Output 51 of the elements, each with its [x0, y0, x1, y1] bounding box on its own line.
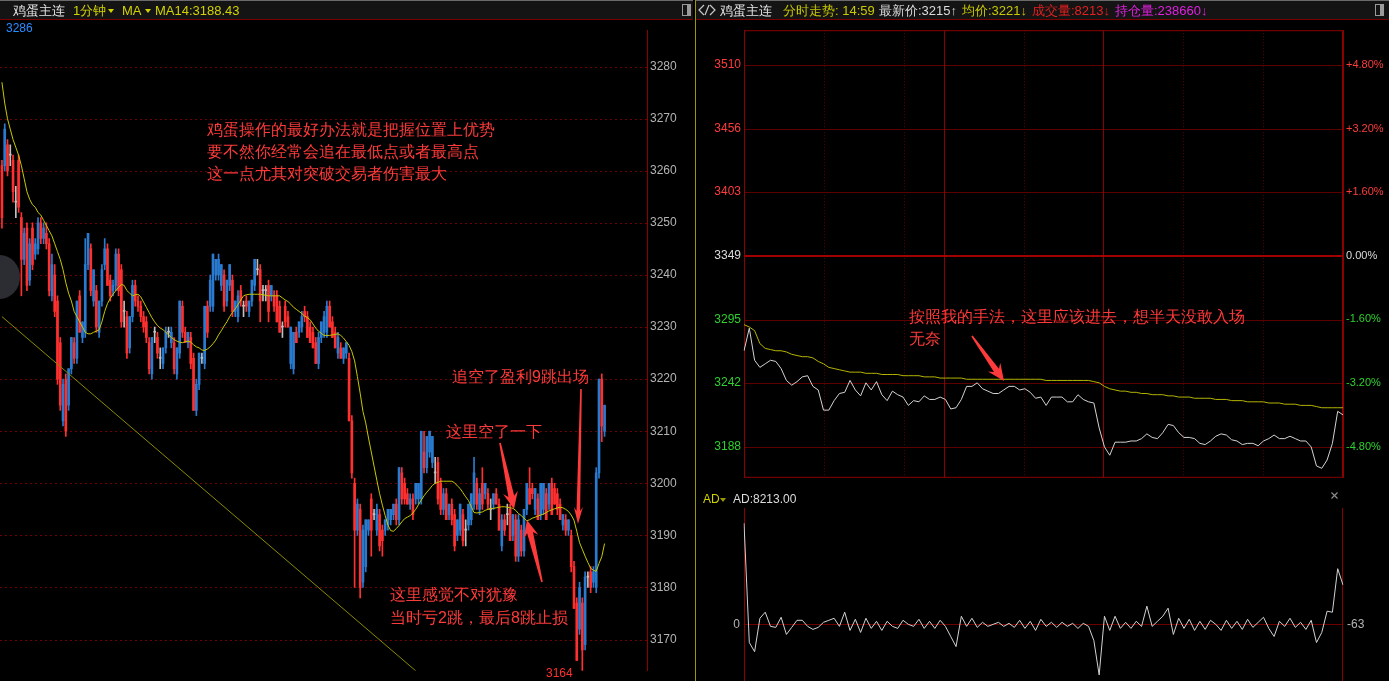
y-tick-label: 3260: [650, 163, 678, 178]
chart-title: 鸡蛋主连: [13, 3, 65, 18]
text: 成交量:8213↓: [1032, 3, 1111, 18]
y-tick-label: 3403: [714, 183, 742, 198]
y-tick-label: 3210: [650, 423, 678, 438]
y2-tick-label: +1.60%: [1346, 185, 1384, 198]
chart-title: 鸡蛋主连: [720, 3, 772, 18]
text: 持仓量:238660↓: [1115, 3, 1208, 18]
text: MA14:3188.43: [155, 3, 240, 18]
y-tick-label: 3240: [650, 267, 678, 282]
y2-tick-label: 0.00%: [1346, 248, 1378, 261]
y-tick-label: 3456: [714, 121, 742, 136]
y2-tick-label: +3.20%: [1346, 121, 1384, 134]
y-tick-label: 3250: [650, 215, 678, 230]
chart-title: AD: [703, 492, 720, 506]
y-tick-label: 3180: [650, 579, 678, 594]
y-tick-label: 3295: [714, 312, 742, 327]
y-tick-label: 3188: [714, 439, 742, 454]
annotation: 追空了盈利9跳出场: [452, 368, 589, 386]
y2-tick-label: +4.80%: [1346, 57, 1384, 70]
y-tick-label: 3170: [650, 631, 678, 646]
text: 分时走势: 14:59: [783, 3, 875, 18]
y2-tick-label: -1.60%: [1346, 312, 1382, 325]
text: AD:8213.00: [733, 492, 797, 506]
annotation: 这里空了一下: [446, 423, 542, 441]
y2-tick-label: -4.80%: [1346, 439, 1382, 452]
annotation: 按照我的手法，这里应该进去，想半天没敢入场: [909, 308, 1245, 326]
text: MA: [122, 3, 142, 18]
annotation: 当时亏2跳，最后8跳止损: [390, 609, 568, 627]
annotation: 3164: [546, 666, 573, 680]
text: -63: [1347, 617, 1365, 632]
y-tick-label: 3220: [650, 371, 678, 386]
y-tick-label: 3200: [650, 475, 678, 490]
text: 均价:3221↓: [962, 3, 1028, 18]
y-tick-label: 3349: [714, 248, 742, 263]
y-tick-label: 3190: [650, 527, 678, 542]
y-tick-label: 3230: [650, 319, 678, 334]
text: 0: [733, 617, 740, 632]
y-tick-label: 3510: [714, 56, 742, 71]
annotation: 无奈: [909, 330, 941, 348]
text: 最新价:3215↑: [879, 3, 958, 18]
annotation: 这一点尤其对突破交易者伤害最大: [207, 165, 447, 183]
text: 1分钟: [73, 3, 107, 18]
y-tick-label: 3270: [650, 111, 678, 126]
annotation: 这里感觉不对犹豫: [390, 586, 518, 604]
y-tick-label: 3280: [650, 58, 678, 73]
annotation: 3286: [6, 21, 33, 35]
annotation: 鸡蛋操作的最好办法就是把握位置上优势: [207, 121, 495, 139]
y-tick-label: 3242: [714, 375, 742, 390]
y2-tick-label: -3.20%: [1346, 376, 1382, 389]
annotation: 要不然你经常会追在最低点或者最高点: [207, 143, 479, 161]
